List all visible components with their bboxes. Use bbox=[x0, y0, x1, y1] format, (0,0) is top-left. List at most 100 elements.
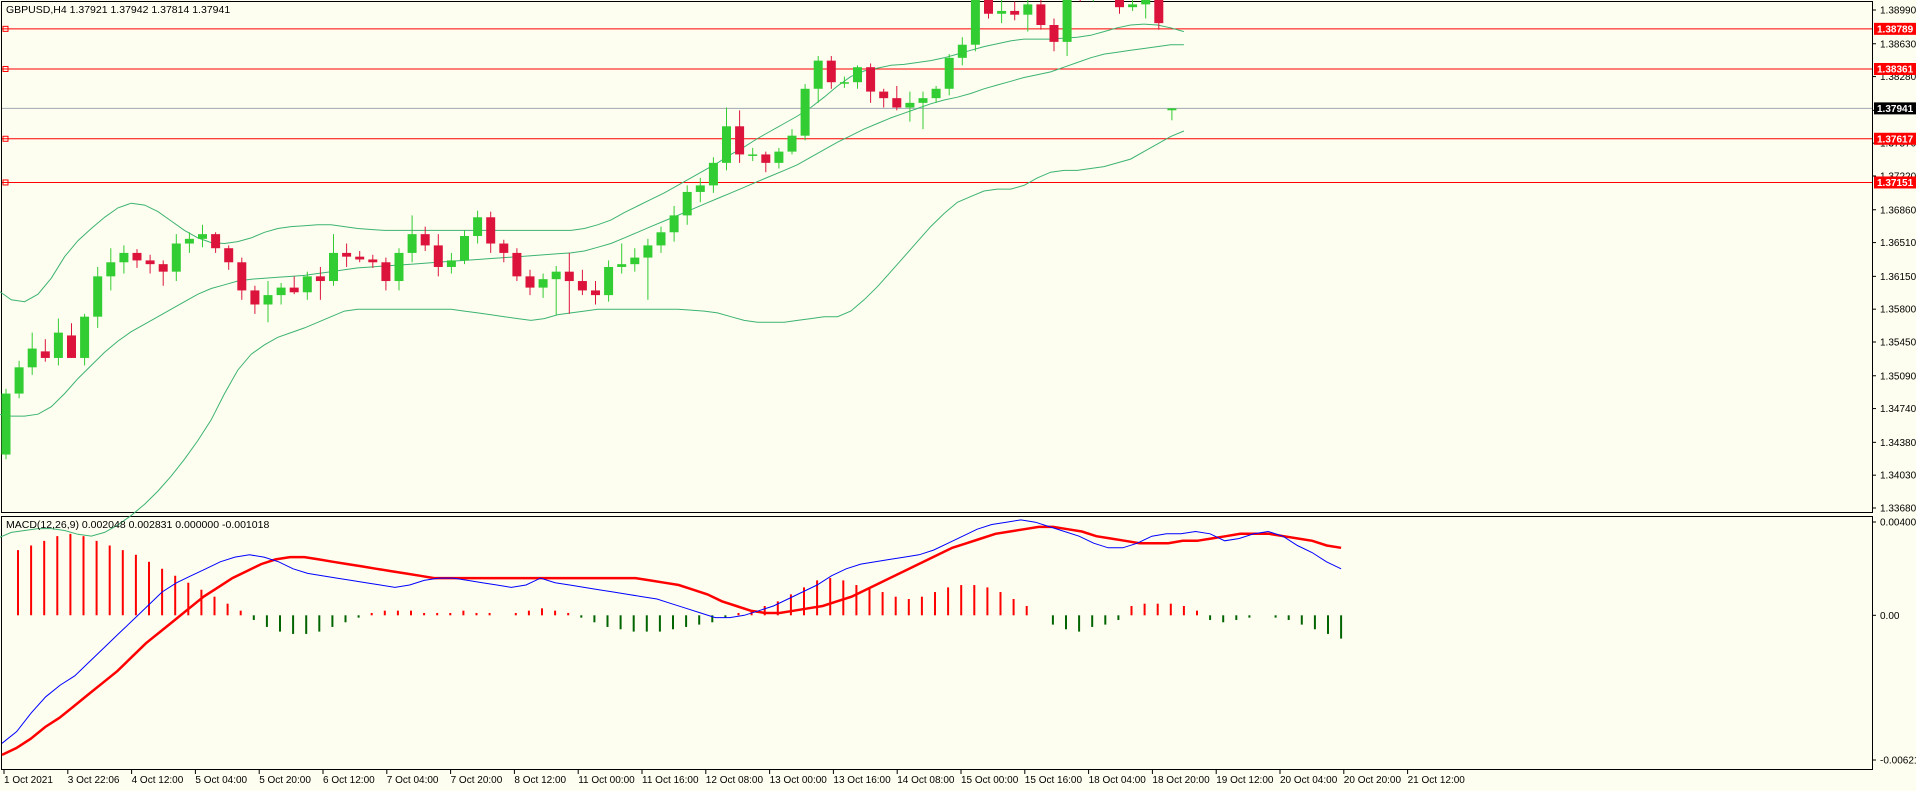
bearish-candle[interactable] bbox=[433, 245, 443, 267]
bearish-candle[interactable] bbox=[145, 260, 155, 265]
bullish-candle[interactable] bbox=[460, 236, 469, 261]
bullish-candle[interactable] bbox=[198, 234, 207, 239]
bearish-candle[interactable] bbox=[158, 264, 168, 272]
bullish-candle[interactable] bbox=[1, 393, 11, 455]
bearish-candle[interactable] bbox=[735, 126, 745, 155]
bullish-candle[interactable] bbox=[669, 215, 679, 233]
bullish-candle[interactable] bbox=[944, 57, 954, 89]
bullish-candle[interactable] bbox=[119, 252, 129, 263]
bullish-candle[interactable] bbox=[708, 162, 718, 186]
bearish-candle[interactable] bbox=[1010, 10, 1020, 15]
bearish-candle[interactable] bbox=[866, 67, 876, 92]
time-axis-label: 6 Oct 12:00 bbox=[323, 775, 375, 786]
bullish-candle[interactable] bbox=[263, 295, 273, 305]
bearish-candle[interactable] bbox=[512, 252, 522, 277]
bearish-candle[interactable] bbox=[761, 154, 771, 163]
bearish-candle[interactable] bbox=[1154, 0, 1164, 24]
bullish-candle[interactable] bbox=[957, 44, 967, 58]
bearish-candle[interactable] bbox=[40, 351, 50, 358]
bearish-candle[interactable] bbox=[211, 234, 221, 249]
bearish-candle[interactable] bbox=[591, 290, 600, 296]
bearish-candle[interactable] bbox=[67, 335, 76, 358]
bullish-candle[interactable] bbox=[787, 135, 797, 152]
bearish-candle[interactable] bbox=[564, 271, 574, 282]
bullish-candle[interactable] bbox=[853, 67, 862, 83]
main-panel-frame[interactable] bbox=[1, 1, 1873, 513]
bearish-candle[interactable] bbox=[224, 248, 234, 263]
bearish-candle[interactable] bbox=[577, 281, 587, 291]
level-anchor-marker[interactable] bbox=[2, 25, 9, 32]
bullish-candle[interactable] bbox=[656, 232, 666, 246]
level-anchor-marker[interactable] bbox=[2, 179, 9, 186]
bullish-candle[interactable] bbox=[774, 151, 784, 163]
bullish-candle[interactable] bbox=[93, 276, 103, 317]
bearish-candle[interactable] bbox=[420, 234, 430, 246]
bullish-candle[interactable] bbox=[748, 154, 758, 156]
bullish-candle[interactable] bbox=[1062, 0, 1072, 42]
bearish-candle[interactable] bbox=[879, 91, 889, 99]
bearish-candle[interactable] bbox=[892, 98, 902, 108]
bearish-candle[interactable] bbox=[237, 262, 247, 291]
bullish-candle[interactable] bbox=[106, 262, 116, 277]
bullish-candle[interactable] bbox=[302, 276, 312, 293]
bullish-candle[interactable] bbox=[918, 98, 928, 103]
bearish-candle[interactable] bbox=[289, 287, 299, 293]
bullish-candle[interactable] bbox=[171, 243, 181, 272]
bearish-candle[interactable] bbox=[984, 0, 993, 14]
bullish-candle[interactable] bbox=[800, 88, 810, 136]
bullish-candle[interactable] bbox=[473, 217, 483, 237]
level-price-tag[interactable] bbox=[1874, 132, 1916, 145]
level-price-tag[interactable] bbox=[1874, 176, 1916, 189]
bullish-candle[interactable] bbox=[931, 88, 941, 99]
macd-tick-label: 0.00 bbox=[1880, 611, 1900, 622]
bullish-candle[interactable] bbox=[1141, 0, 1151, 5]
bullish-candle[interactable] bbox=[184, 238, 194, 244]
level-anchor-marker[interactable] bbox=[2, 65, 9, 72]
bearish-candle[interactable] bbox=[381, 262, 391, 282]
level-price-tag[interactable] bbox=[1874, 22, 1916, 35]
bearish-candle[interactable] bbox=[250, 290, 260, 305]
bullish-candle[interactable] bbox=[1167, 108, 1177, 111]
bullish-candle[interactable] bbox=[1023, 4, 1033, 15]
bullish-candle[interactable] bbox=[682, 191, 692, 216]
bullish-candle[interactable] bbox=[329, 252, 338, 282]
bullish-candle[interactable] bbox=[14, 367, 24, 394]
bullish-candle[interactable] bbox=[997, 10, 1007, 14]
bearish-candle[interactable] bbox=[355, 256, 365, 260]
bullish-candle[interactable] bbox=[970, 0, 980, 45]
bullish-candle[interactable] bbox=[394, 252, 404, 282]
bullish-candle[interactable] bbox=[617, 264, 627, 267]
bearish-candle[interactable] bbox=[486, 217, 496, 244]
bullish-candle[interactable] bbox=[276, 287, 286, 296]
bullish-candle[interactable] bbox=[80, 316, 90, 358]
bearish-candle[interactable] bbox=[826, 60, 836, 83]
level-anchor-marker[interactable] bbox=[2, 135, 9, 142]
level-price-tag[interactable] bbox=[1874, 62, 1916, 75]
bullish-candle[interactable] bbox=[722, 126, 731, 163]
bullish-candle[interactable] bbox=[551, 271, 561, 280]
bullish-candle[interactable] bbox=[643, 245, 653, 258]
bullish-candle[interactable] bbox=[905, 102, 915, 108]
bullish-candle[interactable] bbox=[538, 279, 548, 288]
bearish-candle[interactable] bbox=[315, 276, 325, 282]
bullish-candle[interactable] bbox=[604, 266, 614, 296]
bearish-candle[interactable] bbox=[1036, 4, 1046, 26]
bullish-candle[interactable] bbox=[839, 82, 849, 84]
bullish-candle[interactable] bbox=[630, 257, 640, 265]
bearish-candle[interactable] bbox=[499, 243, 509, 253]
bullish-candle[interactable] bbox=[53, 332, 63, 358]
bearish-candle[interactable] bbox=[525, 276, 535, 288]
bearish-candle[interactable] bbox=[132, 252, 142, 261]
bullish-candle[interactable] bbox=[813, 60, 823, 89]
bearish-candle[interactable] bbox=[368, 259, 378, 263]
bullish-candle[interactable] bbox=[407, 234, 417, 253]
bullish-candle[interactable] bbox=[695, 185, 705, 192]
level-price-tag-label: 1.37617 bbox=[1877, 134, 1914, 145]
macd-panel-frame[interactable] bbox=[1, 516, 1873, 770]
bullish-candle[interactable] bbox=[27, 348, 37, 368]
bearish-candle[interactable] bbox=[1049, 25, 1059, 42]
bullish-candle[interactable] bbox=[1128, 4, 1138, 8]
bearish-candle[interactable] bbox=[1115, 0, 1124, 8]
bearish-candle[interactable] bbox=[342, 252, 352, 257]
bullish-candle[interactable] bbox=[446, 260, 456, 267]
